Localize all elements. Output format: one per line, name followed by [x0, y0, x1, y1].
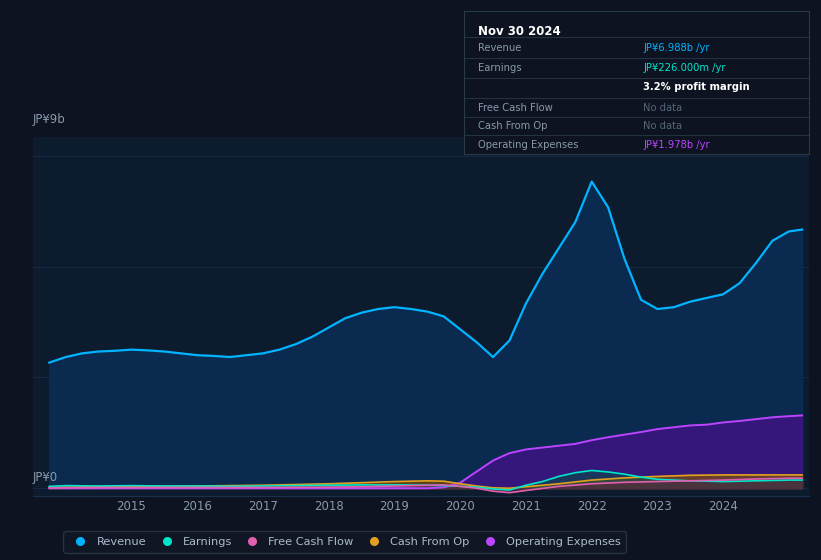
Legend: Revenue, Earnings, Free Cash Flow, Cash From Op, Operating Expenses: Revenue, Earnings, Free Cash Flow, Cash … — [63, 531, 626, 553]
Text: Nov 30 2024: Nov 30 2024 — [478, 26, 561, 39]
Text: JP¥0: JP¥0 — [33, 472, 58, 484]
Text: Earnings: Earnings — [478, 63, 521, 73]
Text: No data: No data — [643, 102, 682, 113]
Text: Cash From Op: Cash From Op — [478, 121, 547, 131]
Text: JP¥226.000m /yr: JP¥226.000m /yr — [643, 63, 726, 73]
Text: Operating Expenses: Operating Expenses — [478, 139, 578, 150]
Text: No data: No data — [643, 121, 682, 131]
Text: JP¥1.978b /yr: JP¥1.978b /yr — [643, 139, 710, 150]
Text: 3.2% profit margin: 3.2% profit margin — [643, 82, 750, 92]
Text: Revenue: Revenue — [478, 43, 521, 53]
Text: JP¥9b: JP¥9b — [33, 113, 66, 126]
Text: Free Cash Flow: Free Cash Flow — [478, 102, 553, 113]
Text: JP¥6.988b /yr: JP¥6.988b /yr — [643, 43, 709, 53]
